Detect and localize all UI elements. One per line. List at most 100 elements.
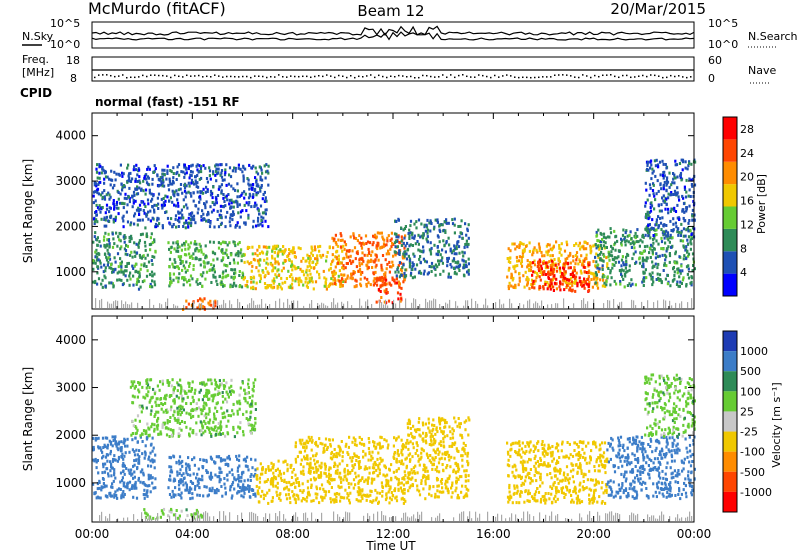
heatmap-cell bbox=[193, 487, 197, 491]
nave-dot bbox=[198, 74, 200, 77]
heatmap-cell bbox=[141, 218, 144, 222]
heatmap-cell bbox=[207, 493, 210, 497]
colorbar-tick-label: 4 bbox=[740, 266, 747, 279]
heatmap-cell bbox=[168, 435, 171, 438]
heatmap-cell bbox=[214, 406, 217, 410]
heatmap-cell bbox=[453, 231, 456, 235]
heatmap-cell bbox=[565, 286, 568, 289]
heatmap-cell bbox=[231, 480, 235, 484]
nave-dot bbox=[446, 76, 448, 79]
heatmap-cell bbox=[231, 389, 234, 393]
heatmap-cell bbox=[621, 233, 625, 237]
ground-scatter-mark bbox=[613, 299, 615, 308]
heatmap-cell bbox=[651, 218, 654, 222]
heatmap-cell bbox=[236, 409, 239, 413]
heatmap-cell bbox=[314, 248, 317, 252]
heatmap-cell bbox=[271, 249, 274, 253]
heatmap-cell bbox=[138, 209, 141, 213]
heatmap-cell bbox=[362, 259, 365, 263]
heatmap-cell bbox=[257, 261, 260, 265]
heatmap-cell bbox=[126, 444, 129, 448]
heatmap-cell bbox=[290, 264, 293, 268]
heatmap-cell bbox=[453, 271, 456, 275]
heatmap-cell bbox=[260, 215, 263, 219]
heatmap-cell bbox=[233, 272, 236, 276]
heatmap-cell bbox=[347, 255, 350, 259]
heatmap-cell bbox=[220, 169, 224, 172]
heatmap-cell bbox=[160, 432, 163, 436]
heatmap-cell bbox=[267, 262, 270, 266]
heatmap-cell bbox=[109, 216, 112, 220]
heatmap-cell bbox=[230, 496, 233, 500]
heatmap-cell bbox=[122, 490, 125, 493]
heatmap-cell bbox=[585, 271, 588, 274]
heatmap-cell bbox=[177, 225, 180, 228]
heatmap-cell bbox=[278, 497, 281, 500]
heatmap-cell bbox=[329, 266, 332, 270]
heatmap-cell bbox=[228, 390, 232, 394]
heatmap-cell bbox=[151, 395, 154, 399]
heatmap-cell bbox=[285, 277, 288, 280]
heatmap-cell bbox=[133, 450, 136, 454]
heatmap-cell bbox=[249, 194, 252, 198]
ground-scatter-mark bbox=[581, 300, 583, 308]
heatmap-cell bbox=[100, 265, 103, 269]
heatmap-cell bbox=[182, 216, 185, 220]
heatmap-cell bbox=[218, 275, 221, 279]
nave-dot bbox=[458, 74, 460, 77]
heatmap-cell bbox=[616, 256, 619, 260]
nave-dot bbox=[306, 75, 308, 78]
heatmap-cell bbox=[217, 432, 220, 436]
heatmap-cell bbox=[508, 281, 511, 285]
heatmap-cell bbox=[156, 196, 159, 200]
heatmap-cell bbox=[302, 469, 305, 473]
heatmap-cell bbox=[685, 284, 688, 288]
heatmap-cell bbox=[174, 214, 178, 218]
heatmap-cell bbox=[310, 277, 313, 281]
heatmap-cell bbox=[602, 240, 605, 244]
heatmap-cell bbox=[608, 252, 611, 256]
heatmap-cell bbox=[224, 171, 227, 175]
heatmap-cell bbox=[98, 259, 101, 263]
heatmap-cell bbox=[226, 243, 229, 247]
heatmap-cell bbox=[251, 399, 254, 403]
heatmap-cell bbox=[280, 287, 283, 291]
heatmap-cell bbox=[652, 234, 655, 237]
heatmap-cell bbox=[395, 220, 398, 223]
heatmap-cell bbox=[614, 248, 617, 252]
heatmap-cell bbox=[155, 424, 159, 428]
heatmap-cell bbox=[221, 494, 224, 498]
heatmap-cell bbox=[254, 458, 257, 462]
heatmap-cell bbox=[609, 253, 612, 257]
nave-dot bbox=[494, 74, 496, 77]
heatmap-cell bbox=[242, 176, 245, 180]
heatmap-cell bbox=[195, 280, 198, 284]
heatmap-cell bbox=[569, 251, 572, 255]
heatmap-cell bbox=[170, 170, 173, 174]
heatmap-cell bbox=[114, 219, 117, 223]
heatmap-cell bbox=[103, 181, 106, 185]
heatmap-cell bbox=[184, 247, 187, 251]
heatmap-cell bbox=[679, 269, 682, 273]
heatmap-cell bbox=[671, 279, 674, 283]
heatmap-cell bbox=[169, 169, 172, 172]
heatmap-cell bbox=[425, 225, 429, 229]
heatmap-cell bbox=[656, 272, 659, 276]
heatmap-cell bbox=[153, 164, 156, 168]
heatmap-cell bbox=[255, 170, 258, 174]
heatmap-cell bbox=[246, 245, 250, 249]
heatmap-cell bbox=[583, 257, 586, 261]
heatmap-cell bbox=[111, 485, 114, 489]
heatmap-cell bbox=[134, 385, 137, 389]
heatmap-cell bbox=[518, 244, 521, 248]
heatmap-cell bbox=[678, 218, 681, 221]
heatmap-cell bbox=[673, 274, 676, 277]
heatmap-cell bbox=[113, 268, 116, 272]
heatmap-cell bbox=[175, 418, 178, 422]
heatmap-cell bbox=[368, 471, 371, 475]
heatmap-cell bbox=[95, 238, 99, 242]
heatmap-cell bbox=[574, 262, 577, 266]
nave-dots bbox=[94, 74, 692, 79]
nave-dot bbox=[358, 75, 360, 78]
heatmap-cell bbox=[685, 245, 688, 249]
